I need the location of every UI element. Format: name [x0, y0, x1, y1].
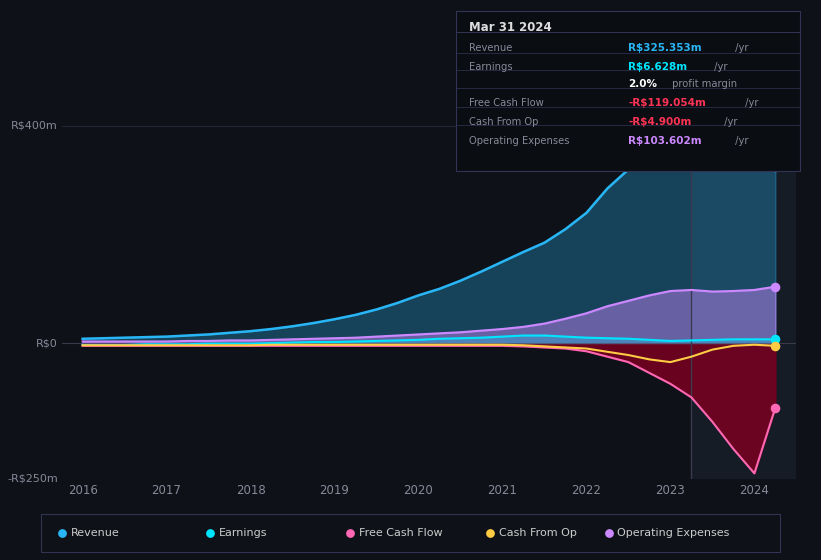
- Text: /yr: /yr: [732, 137, 748, 147]
- Text: -R$119.054m: -R$119.054m: [628, 98, 706, 108]
- Text: R$103.602m: R$103.602m: [628, 137, 702, 147]
- Point: [484, 528, 497, 537]
- Text: R$0: R$0: [36, 338, 58, 348]
- Text: Cash From Op: Cash From Op: [499, 528, 577, 538]
- Point: [768, 162, 782, 171]
- Text: /yr: /yr: [721, 118, 737, 127]
- Text: Earnings: Earnings: [218, 528, 267, 538]
- Text: -R$4.900m: -R$4.900m: [628, 118, 691, 127]
- Text: R$6.628m: R$6.628m: [628, 62, 687, 72]
- Text: Operating Expenses: Operating Expenses: [470, 137, 570, 147]
- Bar: [691, 126, 796, 479]
- Point: [768, 342, 782, 351]
- Point: [343, 528, 356, 537]
- Text: Operating Expenses: Operating Expenses: [617, 528, 730, 538]
- FancyBboxPatch shape: [456, 11, 800, 171]
- Point: [768, 403, 782, 412]
- Text: Free Cash Flow: Free Cash Flow: [359, 528, 443, 538]
- Point: [203, 528, 216, 537]
- Text: /yr: /yr: [711, 62, 727, 72]
- Text: Mar 31 2024: Mar 31 2024: [470, 21, 553, 34]
- Text: Free Cash Flow: Free Cash Flow: [470, 98, 544, 108]
- Text: R$325.353m: R$325.353m: [628, 43, 702, 53]
- Text: /yr: /yr: [742, 98, 759, 108]
- Text: Cash From Op: Cash From Op: [470, 118, 539, 127]
- Text: 2.0%: 2.0%: [628, 79, 657, 89]
- Text: Earnings: Earnings: [470, 62, 513, 72]
- Text: profit margin: profit margin: [669, 79, 737, 89]
- Text: /yr: /yr: [732, 43, 748, 53]
- Text: R$400m: R$400m: [11, 121, 58, 131]
- Point: [602, 528, 615, 537]
- Text: Revenue: Revenue: [71, 528, 119, 538]
- FancyBboxPatch shape: [41, 514, 780, 552]
- Point: [768, 335, 782, 344]
- Point: [55, 528, 68, 537]
- Point: [768, 282, 782, 291]
- Text: -R$250m: -R$250m: [7, 474, 58, 484]
- Text: Revenue: Revenue: [470, 43, 513, 53]
